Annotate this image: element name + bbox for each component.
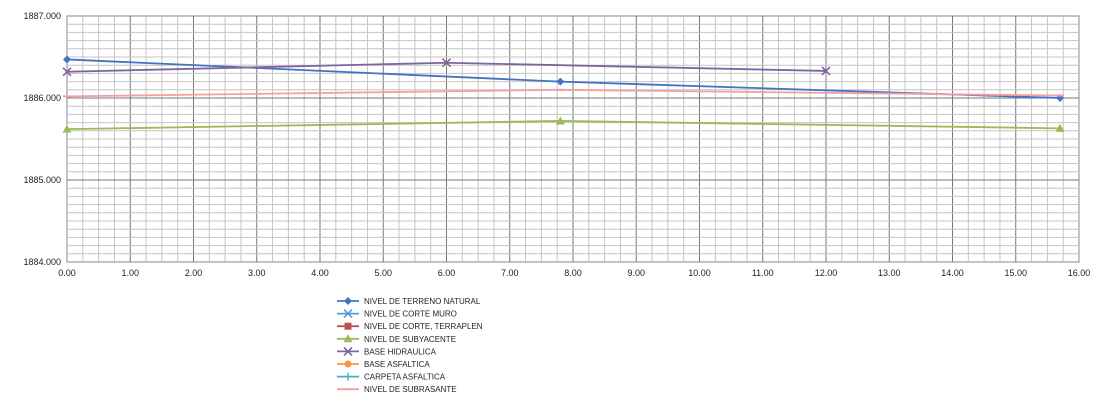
legend-marker xyxy=(344,322,352,330)
legend-label: NIVEL DE SUBRASANTE xyxy=(364,385,457,394)
x-tick-label: 11.00 xyxy=(752,268,774,278)
x-tick-label: 4.00 xyxy=(311,268,329,278)
data-point xyxy=(63,55,71,64)
data-point xyxy=(62,67,72,77)
x-tick-label: 9.00 xyxy=(627,268,645,278)
legend-marker xyxy=(344,297,352,305)
x-tick-label: 8.00 xyxy=(564,268,582,278)
series-layer xyxy=(62,55,1065,133)
x-tick-label: 1.00 xyxy=(121,268,139,278)
legend-item: NIVEL DE SUBYACENTE xyxy=(337,334,456,344)
y-tick-label: 1885.000 xyxy=(23,175,61,185)
x-tick-label: 0.00 xyxy=(58,268,76,278)
x-axis-ticks: 0.00 1.00 2.00 3.00 4.00 5.00 6.00 7.00 8.00 9.00… xyxy=(58,268,1090,278)
legend-label: NIVEL DE CORTE, TERRAPLEN xyxy=(364,322,483,331)
series-5 xyxy=(62,58,831,77)
x-tick-label: 14.00 xyxy=(941,268,964,278)
legend-marker xyxy=(344,360,352,368)
grid xyxy=(67,16,1079,262)
legend-item: BASE ASFALTICA xyxy=(337,360,430,369)
x-tick-label: 3.00 xyxy=(248,268,266,278)
y-axis-ticks: 1884.000 1885.000 1886.000 1887.000 xyxy=(23,11,61,267)
data-point xyxy=(821,66,831,76)
y-tick-label: 1886.000 xyxy=(23,93,61,103)
legend-item: BASE HIDRAULICA xyxy=(337,346,437,356)
x-tick-label: 15.00 xyxy=(1004,268,1027,278)
legend-label: NIVEL DE TERRENO NATURAL xyxy=(364,297,481,306)
data-point xyxy=(556,77,565,86)
data-point xyxy=(1055,123,1065,132)
legend-marker xyxy=(343,334,353,343)
x-tick-label: 7.00 xyxy=(501,268,519,278)
y-tick-label: 1884.000 xyxy=(23,257,61,267)
series-8 xyxy=(63,88,1065,98)
data-point xyxy=(62,124,72,133)
legend-label: BASE ASFALTICA xyxy=(364,360,430,369)
legend-label: BASE HIDRAULICA xyxy=(364,347,437,356)
x-tick-label: 5.00 xyxy=(374,268,392,278)
y-tick-label: 1887.000 xyxy=(23,11,61,21)
legend-marker xyxy=(343,309,353,319)
legend: NIVEL DE TERRENO NATURAL NIVEL DE CORTE M… xyxy=(337,297,483,394)
legend-item: NIVEL DE CORTE MURO xyxy=(337,309,457,319)
series-1 xyxy=(63,55,1065,102)
legend-item: NIVEL DE SUBRASANTE xyxy=(337,385,457,394)
data-point xyxy=(555,116,565,125)
x-tick-label: 6.00 xyxy=(438,268,456,278)
legend-label: CARPETA ASFALTICA xyxy=(364,373,446,382)
series-4 xyxy=(62,116,1065,133)
x-tick-label: 12.00 xyxy=(815,268,838,278)
legend-label: NIVEL DE SUBYACENTE xyxy=(364,335,456,344)
legend-marker xyxy=(344,372,352,381)
x-tick-label: 2.00 xyxy=(185,268,203,278)
x-tick-label: 13.00 xyxy=(878,268,901,278)
legend-label: NIVEL DE CORTE MURO xyxy=(364,310,457,319)
legend-item: NIVEL DE TERRENO NATURAL xyxy=(337,297,481,306)
legend-marker xyxy=(343,346,353,356)
data-point xyxy=(441,58,452,68)
x-tick-label: 16.00 xyxy=(1068,268,1091,278)
x-tick-label: 10.00 xyxy=(688,268,711,278)
legend-item: CARPETA ASFALTICA xyxy=(337,372,446,382)
legend-item: NIVEL DE CORTE, TERRAPLEN xyxy=(337,322,483,331)
